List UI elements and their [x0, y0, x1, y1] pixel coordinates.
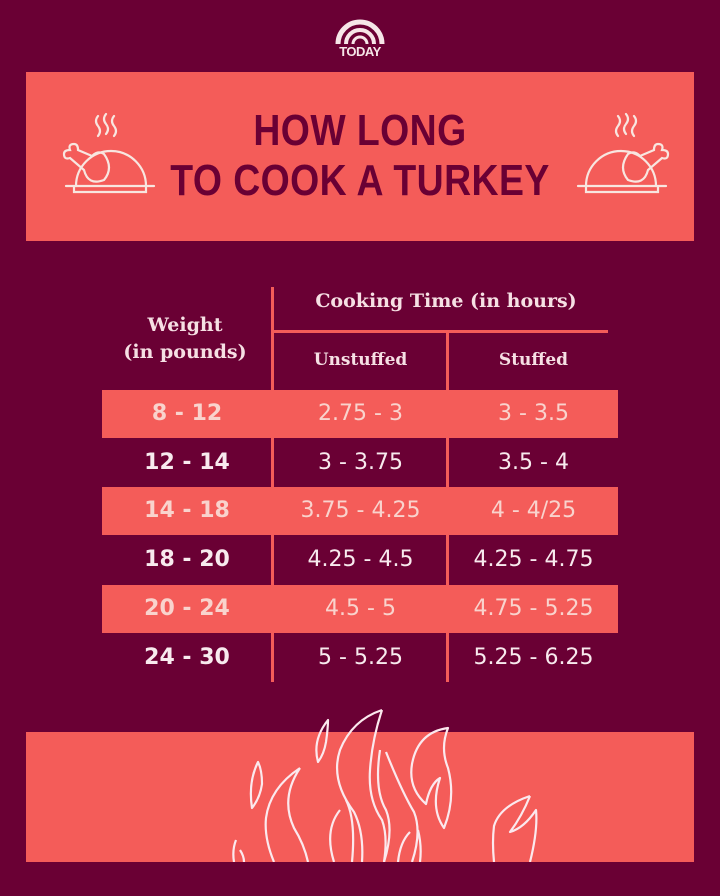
unstuffed-cell: 3.75 - 4.25: [300, 498, 421, 524]
table-row: 24 - 30 5 - 5.25 5.25 - 6.25: [102, 634, 618, 682]
title-banner: HOW LONG TO COOK A TURKEY: [26, 72, 694, 241]
flames-illustration: [232, 708, 538, 862]
weight-header-line-2: (in pounds): [123, 341, 247, 363]
title-line-2: TO COOK A TURKEY: [170, 156, 550, 205]
weight-header-line-1: Weight: [147, 314, 223, 336]
weight-cell: 18 - 20: [144, 547, 230, 573]
footer-band: [26, 732, 694, 862]
stuffed-cell: 5.25 - 6.25: [473, 644, 594, 670]
unstuffed-header: Unstuffed: [313, 350, 408, 370]
divider-header: [272, 330, 608, 333]
table-row: 12 - 14 3 - 3.75 3.5 - 4: [102, 439, 618, 487]
stuffed-cell: 4 - 4/25: [490, 498, 577, 524]
unstuffed-cell: 5 - 5.25: [318, 644, 403, 670]
divider-stuffed: [446, 333, 449, 682]
title-line-1: HOW LONG: [253, 106, 467, 155]
unstuffed-cell: 4.5 - 5: [325, 595, 396, 621]
logo-text: TODAY: [339, 44, 381, 59]
stuffed-cell: 3 - 3.5: [498, 401, 569, 426]
weight-header: Weight (in pounds): [100, 312, 270, 366]
table-row: 20 - 24 4.5 - 5 4.75 - 5.25: [102, 584, 618, 633]
table-row: 18 - 20 4.25 - 4.5 4.25 - 4.75: [102, 536, 618, 584]
roast-turkey-icon: [62, 112, 156, 194]
weight-cell: 20 - 24: [144, 595, 230, 621]
stuffed-header: Stuffed: [498, 350, 569, 370]
unstuffed-cell: 3 - 3.75: [318, 449, 403, 475]
roast-turkey-icon: [576, 112, 670, 194]
unstuffed-cell: 4.25 - 4.5: [307, 547, 414, 573]
stuffed-cell: 4.25 - 4.75: [473, 547, 594, 573]
stuffed-cell: 3.5 - 4: [498, 449, 569, 475]
cooking-time-header: Cooking Time (in hours): [315, 290, 577, 312]
rainbow-icon: [335, 19, 385, 44]
weight-cell: 14 - 18: [144, 498, 230, 524]
divider-weight: [271, 287, 274, 682]
unstuffed-cell: 2.75 - 3: [318, 401, 403, 426]
table-row: 14 - 18 3.75 - 4.25 4 - 4/25: [102, 487, 618, 536]
today-logo: TODAY: [325, 14, 395, 62]
weight-cell: 12 - 14: [144, 449, 230, 475]
page-title: HOW LONG TO COOK A TURKEY: [76, 106, 644, 206]
stuffed-cell: 4.75 - 5.25: [473, 595, 594, 621]
weight-cell: 8 - 12: [151, 401, 223, 426]
weight-cell: 24 - 30: [144, 644, 230, 670]
table-row: 8 - 12 2.75 - 3 3 - 3.5: [102, 390, 618, 438]
